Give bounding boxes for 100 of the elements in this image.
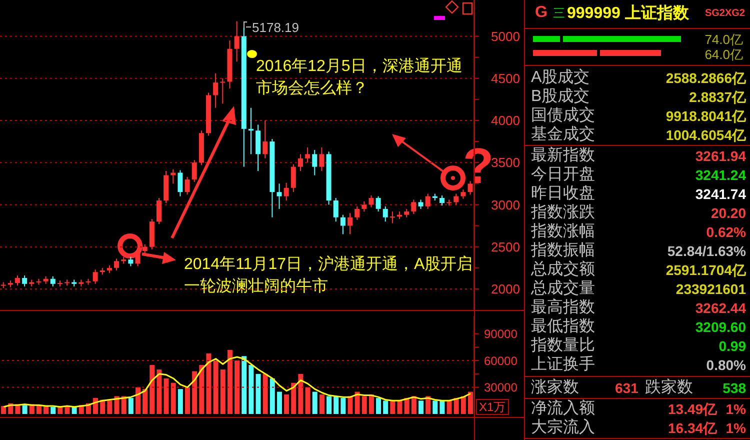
y-tick-label: 60000	[484, 354, 518, 368]
bar	[291, 382, 296, 414]
candlestick	[454, 193, 459, 206]
bar	[227, 350, 232, 414]
candlestick	[262, 120, 268, 159]
candlestick	[92, 269, 98, 284]
bar	[390, 400, 396, 414]
bar	[326, 396, 332, 414]
candlestick	[114, 258, 120, 271]
bar	[121, 396, 126, 414]
y-tick-label: 4500	[491, 70, 520, 86]
bar	[93, 398, 98, 414]
candlestick	[284, 182, 289, 201]
text: 2588.2866亿	[666, 69, 746, 88]
annotation: 5178.19	[252, 19, 299, 37]
candlestick	[22, 274, 28, 287]
bar	[213, 360, 218, 414]
bar	[276, 392, 282, 414]
text: 13.49亿	[668, 400, 718, 419]
bar	[256, 374, 261, 414]
bar	[22, 405, 28, 414]
annotation: 2014年11月17日，沪港通开通，A股开启一轮波澜壮阔的牛市	[184, 254, 474, 297]
text: 0.99	[718, 337, 746, 356]
text: 指数涨跌	[531, 203, 595, 222]
bar	[44, 406, 49, 414]
bar	[426, 396, 431, 414]
text: 3261.94	[695, 147, 746, 166]
text: 0.80%	[706, 356, 746, 375]
bar	[178, 389, 183, 414]
candlestick	[439, 194, 444, 206]
bar	[460, 396, 466, 414]
candlestick	[348, 212, 353, 235]
text: 跌家数	[645, 378, 693, 397]
annotation: 2016年12月5日，深港通开通市场会怎么样？	[256, 56, 464, 99]
line-series	[2, 356, 472, 408]
text: 1004.6054亿	[666, 126, 746, 145]
candlestick	[362, 200, 367, 212]
bar	[383, 400, 388, 414]
bar	[170, 382, 176, 414]
candlestick	[425, 193, 430, 210]
bar	[50, 406, 56, 414]
candlestick	[418, 199, 424, 210]
bar	[199, 365, 204, 414]
text: 631	[615, 379, 638, 398]
bar	[340, 398, 346, 414]
bar	[220, 369, 226, 414]
text: SG2XG2	[704, 8, 745, 19]
bar	[135, 387, 140, 414]
text: 233921601	[676, 280, 746, 299]
candlestick	[276, 183, 282, 210]
text: 总成交量	[531, 279, 595, 298]
bar	[312, 392, 318, 414]
bar	[354, 392, 360, 414]
candlestick	[50, 276, 56, 287]
text: 20.20	[710, 204, 746, 223]
candlestick	[382, 206, 388, 222]
bar	[319, 394, 324, 414]
bar	[185, 387, 190, 414]
bar	[262, 374, 268, 414]
y-tick-label: 5000	[491, 28, 520, 44]
text: 3241.24	[695, 166, 746, 185]
text: 总成交额	[531, 260, 595, 279]
y-tick-label: 3000	[491, 197, 520, 212]
bar	[107, 400, 112, 414]
y-tick-label: 90000	[484, 327, 518, 342]
y-axis-title: X1万	[476, 399, 509, 415]
text: 指数量比	[531, 336, 595, 355]
text: 基金成交	[531, 125, 595, 144]
bar	[334, 396, 339, 414]
text: B股成交	[531, 87, 590, 106]
candlestick	[256, 124, 261, 172]
candlestick	[178, 170, 183, 197]
candlestick	[390, 210, 395, 224]
text: G	[535, 4, 548, 22]
text: 指数涨幅	[531, 222, 595, 241]
candlestick	[170, 168, 176, 184]
text: 1%	[726, 400, 746, 419]
y-tick-label: 4000	[491, 113, 520, 128]
candlestick	[298, 154, 303, 172]
text: 52.84/1.63%	[667, 242, 746, 261]
bar	[446, 400, 452, 414]
candlestick	[368, 194, 374, 208]
candlestick	[312, 149, 318, 176]
candlestick	[333, 197, 338, 222]
text: 3209.60	[695, 318, 746, 337]
candlestick	[460, 189, 466, 200]
candlestick	[220, 78, 226, 104]
y-tick-label: 2500	[491, 239, 520, 254]
text: 999999 上证指数	[567, 4, 689, 24]
bar	[305, 387, 310, 414]
text: 国债成交	[531, 106, 595, 125]
bar	[150, 365, 155, 414]
bar	[128, 398, 134, 414]
text: 大宗流入	[531, 418, 595, 437]
bar	[404, 398, 410, 414]
text: 三	[553, 5, 565, 22]
bar	[1, 406, 6, 414]
text: 最高指数	[531, 298, 595, 317]
text: 9918.8041亿	[666, 107, 746, 126]
bar	[270, 378, 275, 414]
